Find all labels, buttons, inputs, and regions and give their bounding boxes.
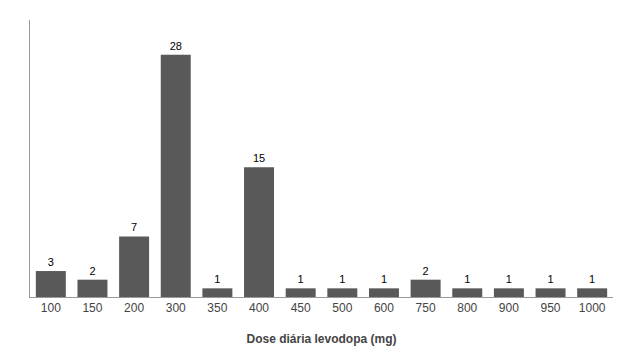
svg-text:950: 950 xyxy=(541,301,561,315)
svg-text:28: 28 xyxy=(170,40,182,52)
svg-text:7: 7 xyxy=(131,221,137,233)
svg-text:1: 1 xyxy=(589,273,595,285)
svg-text:1: 1 xyxy=(298,273,304,285)
svg-text:1: 1 xyxy=(464,273,470,285)
svg-text:1: 1 xyxy=(547,273,553,285)
svg-text:800: 800 xyxy=(457,301,477,315)
svg-text:1: 1 xyxy=(506,273,512,285)
svg-text:3: 3 xyxy=(48,256,54,268)
svg-text:450: 450 xyxy=(291,301,311,315)
svg-text:400: 400 xyxy=(249,301,269,315)
svg-text:2: 2 xyxy=(423,265,429,277)
svg-text:350: 350 xyxy=(207,301,227,315)
svg-text:200: 200 xyxy=(124,301,144,315)
svg-text:15: 15 xyxy=(253,152,265,164)
svg-text:300: 300 xyxy=(166,301,186,315)
svg-text:500: 500 xyxy=(332,301,352,315)
svg-text:Dose diária levodopa (mg): Dose diária levodopa (mg) xyxy=(246,332,396,346)
svg-text:1: 1 xyxy=(214,273,220,285)
svg-text:1: 1 xyxy=(381,273,387,285)
svg-text:600: 600 xyxy=(374,301,394,315)
svg-text:1000: 1000 xyxy=(579,301,606,315)
svg-text:1: 1 xyxy=(339,273,345,285)
svg-text:100: 100 xyxy=(41,301,61,315)
svg-text:750: 750 xyxy=(416,301,436,315)
svg-text:150: 150 xyxy=(82,301,102,315)
svg-text:2: 2 xyxy=(89,265,95,277)
svg-text:900: 900 xyxy=(499,301,519,315)
